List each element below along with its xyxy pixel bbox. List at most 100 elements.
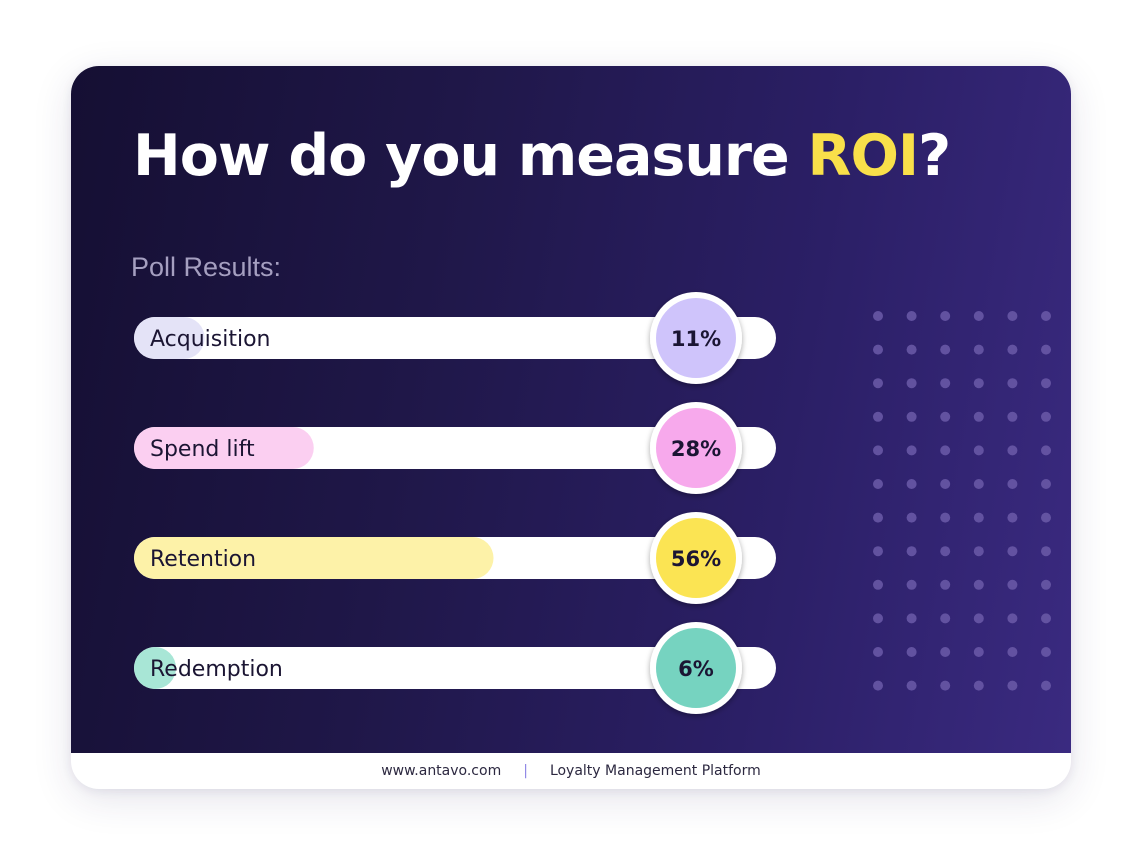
decorative-dot: [973, 445, 984, 456]
decorative-dot: [873, 512, 883, 523]
decorative-dot: [1007, 680, 1018, 691]
bar-row-redemption: Redemption 6%: [134, 622, 776, 714]
decorative-dot: [1041, 647, 1051, 657]
decorative-dot: [973, 680, 984, 691]
value-badge: [656, 408, 736, 488]
value-label: 56%: [671, 547, 721, 571]
value-badge: [656, 628, 736, 708]
value-label: 6%: [678, 657, 714, 681]
footer-website: www.antavo.com: [381, 763, 502, 779]
decorative-dot: [873, 647, 883, 657]
page-title: How do you measure ROI?: [133, 116, 951, 196]
decorative-dot: [1007, 311, 1018, 321]
decorative-dot: [1007, 378, 1018, 389]
decorative-dot: [940, 479, 951, 489]
decorative-dot: [1007, 579, 1018, 590]
decorative-dot: [973, 512, 984, 523]
decorative-dot: [1041, 378, 1051, 389]
title-end: ?: [918, 123, 951, 189]
decorative-dot: [1041, 479, 1051, 489]
decorative-dot: [1041, 579, 1051, 590]
decorative-dot: [873, 479, 883, 489]
decorative-dot: [906, 680, 917, 691]
decorative-dot: [873, 311, 883, 321]
footer-tagline: Loyalty Management Platform: [549, 763, 761, 779]
decorative-dot: [973, 613, 984, 624]
category-label: Spend lift: [150, 437, 255, 462]
category-label: Retention: [150, 547, 256, 572]
decorative-dot: [906, 411, 917, 422]
decorative-dot-grid: [873, 311, 1051, 691]
decorative-dot: [973, 579, 984, 590]
decorative-dot: [1007, 411, 1018, 422]
decorative-dot: [1007, 445, 1018, 456]
decorative-dot: [973, 411, 984, 422]
decorative-dot: [940, 579, 951, 590]
decorative-dot: [906, 512, 917, 523]
decorative-dot: [1041, 411, 1051, 422]
decorative-dot: [1041, 613, 1051, 624]
decorative-dot: [873, 411, 883, 422]
value-badge: [656, 298, 736, 378]
decorative-dot: [940, 445, 951, 456]
decorative-dot: [1041, 512, 1051, 523]
bar-track: [134, 647, 776, 689]
decorative-dot: [1007, 344, 1018, 355]
decorative-dot: [906, 311, 917, 321]
decorative-dot: [873, 613, 883, 624]
decorative-dot: [1041, 344, 1051, 355]
decorative-dot: [973, 647, 984, 657]
bar-row-spend-lift: Spend lift 28%: [134, 402, 776, 494]
poll-panel: How do you measure ROI? Poll Results: Ac…: [71, 66, 1071, 753]
decorative-dot: [940, 680, 951, 691]
decorative-dot: [1041, 680, 1051, 691]
footer: www.antavo.com | Loyalty Management Plat…: [71, 753, 1071, 789]
value-badge: [656, 518, 736, 598]
decorative-dot: [1007, 546, 1018, 557]
bar-row-retention: Retention 56%: [134, 512, 776, 604]
bar-fill: [134, 647, 176, 689]
poll-card: How do you measure ROI? Poll Results: Ac…: [71, 66, 1071, 789]
bar-track: [134, 317, 776, 359]
decorative-dot: [940, 546, 951, 557]
footer-separator: |: [523, 763, 528, 779]
decorative-dot: [940, 647, 951, 657]
decorative-dot: [940, 311, 951, 321]
decorative-dot: [1041, 445, 1051, 456]
decorative-dot: [906, 344, 917, 355]
decorative-dot: [906, 613, 917, 624]
decorative-dot: [1041, 546, 1051, 557]
decorative-dot: [940, 613, 951, 624]
decorative-dot: [873, 546, 883, 557]
decorative-dot: [906, 445, 917, 456]
decorative-dot: [973, 378, 984, 389]
bar-row-acquisition: Acquisition 11%: [134, 292, 776, 384]
decorative-dot: [1007, 512, 1018, 523]
decorative-dot: [873, 445, 883, 456]
decorative-dot: [1007, 613, 1018, 624]
value-label: 11%: [671, 327, 721, 351]
decorative-dot: [873, 579, 883, 590]
decorative-dot: [973, 344, 984, 355]
decorative-dot: [973, 479, 984, 489]
decorative-dot: [940, 378, 951, 389]
decorative-dot: [1041, 311, 1051, 321]
bar-fill: [134, 537, 494, 579]
decorative-dot: [873, 680, 883, 691]
decorative-dot: [1007, 647, 1018, 657]
title-highlight: ROI: [807, 123, 920, 189]
category-label: Redemption: [150, 657, 283, 682]
poll-results-label: Poll Results:: [131, 252, 282, 282]
decorative-dot: [973, 311, 984, 321]
bar-fill: [134, 427, 314, 469]
decorative-dot: [873, 378, 883, 389]
title-text: How do you measure: [133, 123, 808, 189]
poll-bar-chart: Acquisition 11%Spend lift 28%Retention 56%R…: [134, 292, 776, 714]
decorative-dot: [906, 579, 917, 590]
decorative-dot: [873, 344, 883, 355]
decorative-dot: [940, 512, 951, 523]
decorative-dot: [906, 378, 917, 389]
decorative-dot: [906, 647, 917, 657]
decorative-dot: [940, 411, 951, 422]
value-label: 28%: [671, 437, 721, 461]
